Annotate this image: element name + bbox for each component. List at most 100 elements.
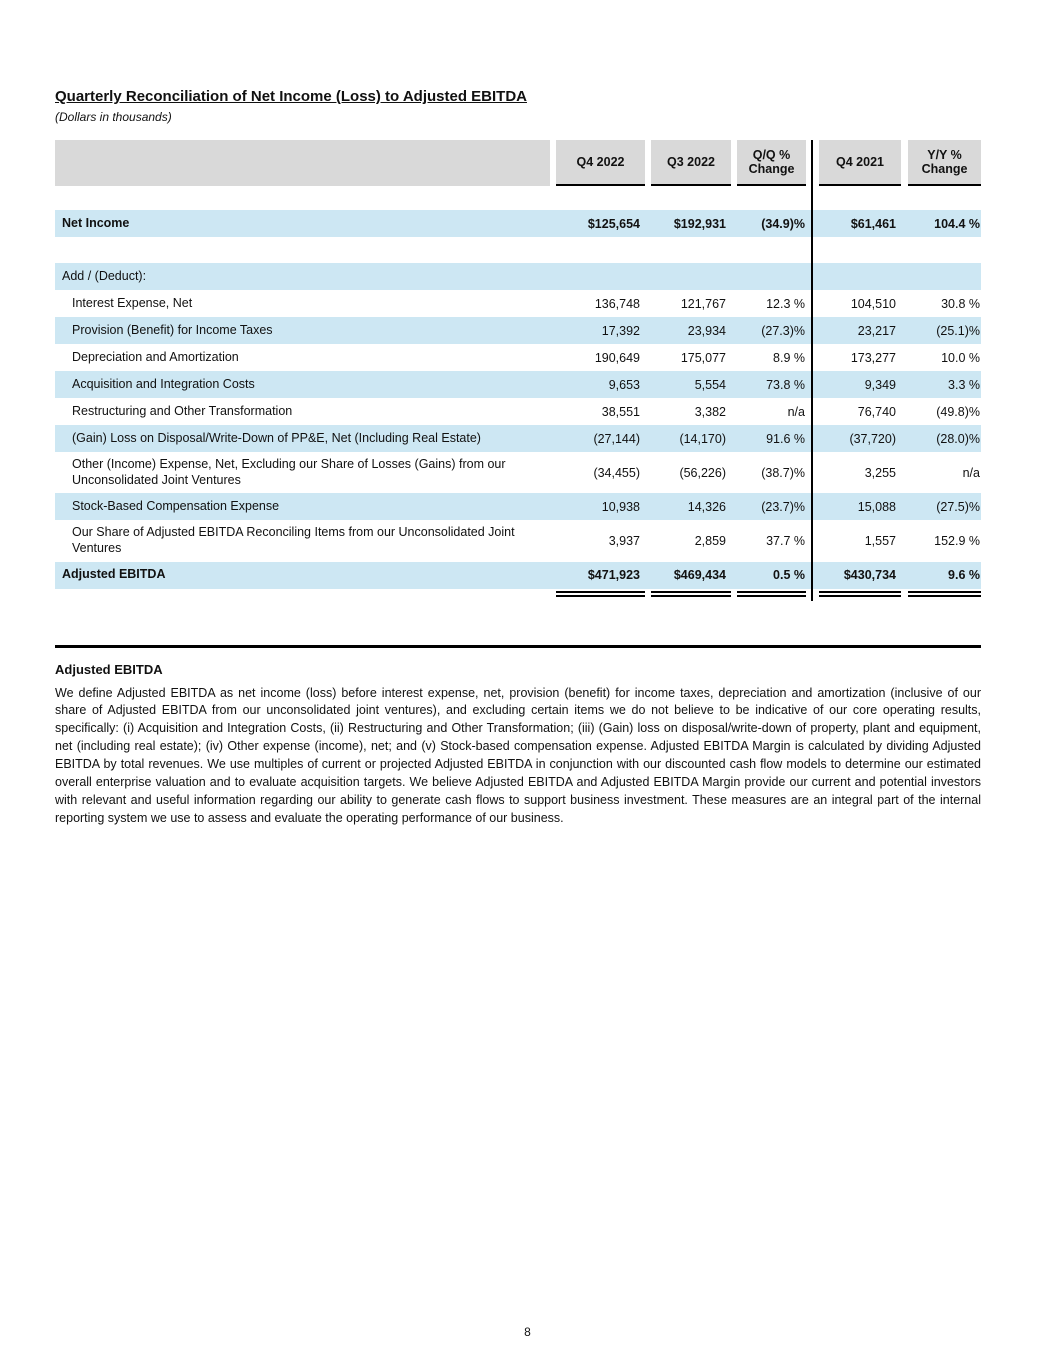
row-label: Other (Income) Expense, Net, Excluding o… xyxy=(72,457,506,487)
cell-qq-change: 0.5 % xyxy=(773,568,805,582)
cell-q4-2021: 3,255 xyxy=(864,465,896,480)
row-label: Restructuring and Other Transformation xyxy=(72,403,293,418)
row-label: Add / (Deduct): xyxy=(62,268,147,283)
reconciliation-table: Q4 2022 Q3 2022 Q/Q % Change Q4 2021 Y/Y… xyxy=(55,140,981,601)
cell-q4-2021: $61,461 xyxy=(850,216,896,231)
page-content: Quarterly Reconciliation of Net Income (… xyxy=(55,0,981,828)
cell-yy-change: 10.0 % xyxy=(941,350,980,365)
cell-q4-2021: 173,277 xyxy=(850,350,896,365)
cell-yy-change: 3.3 % xyxy=(948,377,980,392)
cell-q4-2021: 76,740 xyxy=(857,404,896,419)
header-q3-2022: Q3 2022 xyxy=(651,140,731,186)
page-title: Quarterly Reconciliation of Net Income (… xyxy=(55,88,527,105)
cell-qq-change: 73.8 % xyxy=(766,377,805,392)
cell-qq-change: 91.6 % xyxy=(766,431,805,446)
header-qq-change: Q/Q % Change xyxy=(737,140,806,186)
double-rule-segment xyxy=(737,590,806,597)
cell-q3-2022: $469,434 xyxy=(673,568,726,582)
table-row-income-taxes: Provision (Benefit) for Income Taxes 17,… xyxy=(55,317,981,344)
cell-q3-2022: 175,077 xyxy=(680,350,726,365)
cell-q4-2022: (27,144) xyxy=(593,431,640,446)
table-row-add-deduct: Add / (Deduct): xyxy=(55,263,981,290)
cell-yy-change: (27.5)% xyxy=(936,499,980,514)
row-label: Depreciation and Amortization xyxy=(72,349,239,364)
row-label: Interest Expense, Net xyxy=(72,295,193,310)
cell-q4-2022: 17,392 xyxy=(601,323,640,338)
cell-qq-change: (38.7)% xyxy=(761,465,805,480)
cell-yy-change: 9.6 % xyxy=(948,568,980,582)
cell-q4-2021: (37,720) xyxy=(849,431,896,446)
page-number: 8 xyxy=(524,1325,531,1339)
double-rule-segment xyxy=(908,590,981,597)
cell-q3-2022: 23,934 xyxy=(687,323,726,338)
header-q4-2022: Q4 2022 xyxy=(556,140,645,186)
cell-yy-change: n/a xyxy=(962,465,980,480)
cell-qq-change: (34.9)% xyxy=(761,216,805,231)
double-rule-segment xyxy=(651,590,731,597)
row-label: Stock-Based Compensation Expense xyxy=(72,498,280,513)
page-subtitle: (Dollars in thousands) xyxy=(55,110,172,124)
double-rule-spacer xyxy=(55,591,550,601)
cell-q4-2022: 136,748 xyxy=(594,296,640,311)
table-row-gain-loss-disposal: (Gain) Loss on Disposal/Write-Down of PP… xyxy=(55,425,981,452)
cell-q3-2022: (56,226) xyxy=(679,465,726,480)
table-row-depreciation-amortization: Depreciation and Amortization 190,649 17… xyxy=(55,344,981,371)
row-label: Adjusted EBITDA xyxy=(62,567,166,582)
row-label: Acquisition and Integration Costs xyxy=(72,376,255,391)
cell-q4-2022: $471,923 xyxy=(587,568,640,582)
cell-q4-2022: 38,551 xyxy=(601,404,640,419)
table-row-other-income-expense: Other (Income) Expense, Net, Excluding o… xyxy=(55,452,981,493)
cell-q3-2022: 14,326 xyxy=(687,499,726,514)
cell-q4-2021: 9,349 xyxy=(864,377,896,392)
header-label-column xyxy=(55,140,550,186)
spacer-row xyxy=(55,186,981,210)
section-heading: Adjusted EBITDA xyxy=(55,661,163,677)
cell-yy-change: (25.1)% xyxy=(936,323,980,338)
table-row-net-income: Net Income $125,654 $192,931 (34.9)% $61… xyxy=(55,210,981,237)
row-label: Net Income xyxy=(62,215,130,230)
cell-yy-change: 30.8 % xyxy=(941,296,980,311)
cell-q3-2022: $192,931 xyxy=(673,216,726,231)
cell-q4-2022: 10,938 xyxy=(601,499,640,514)
cell-q3-2022: 2,859 xyxy=(694,533,726,548)
table-row-acquisition-integration: Acquisition and Integration Costs 9,653 … xyxy=(55,371,981,398)
table-row-adjusted-ebitda: Adjusted EBITDA $471,923 $469,434 0.5 % … xyxy=(55,561,981,589)
cell-q4-2022: 9,653 xyxy=(608,377,640,392)
spacer-row xyxy=(55,237,981,263)
row-label: (Gain) Loss on Disposal/Write-Down of PP… xyxy=(72,430,481,445)
cell-yy-change: (49.8)% xyxy=(936,404,980,419)
column-divider-line xyxy=(811,140,813,601)
cell-q4-2021: 23,217 xyxy=(857,323,896,338)
cell-q3-2022: 5,554 xyxy=(694,377,726,392)
table-row-restructuring: Restructuring and Other Transformation 3… xyxy=(55,398,981,425)
row-label: Provision (Benefit) for Income Taxes xyxy=(72,322,273,337)
cell-qq-change: n/a xyxy=(787,404,805,419)
double-rule-row xyxy=(55,590,981,601)
cell-q4-2022: $125,654 xyxy=(587,216,640,231)
cell-qq-change: (23.7)% xyxy=(761,499,805,514)
cell-qq-change: 8.9 % xyxy=(773,350,805,365)
cell-qq-change: (27.3)% xyxy=(761,323,805,338)
cell-yy-change: 152.9 % xyxy=(934,533,980,548)
cell-qq-change: 12.3 % xyxy=(766,296,805,311)
header-yy-change: Y/Y % Change xyxy=(908,140,981,186)
cell-q3-2022: 3,382 xyxy=(694,404,726,419)
cell-q4-2022: 190,649 xyxy=(594,350,640,365)
cell-q3-2022: 121,767 xyxy=(680,296,726,311)
double-rule-segment xyxy=(819,590,901,597)
cell-q4-2022: 3,937 xyxy=(608,533,640,548)
row-label: Our Share of Adjusted EBITDA Reconciling… xyxy=(72,525,515,555)
cell-q4-2021: 15,088 xyxy=(857,499,896,514)
table-header-row: Q4 2022 Q3 2022 Q/Q % Change Q4 2021 Y/Y… xyxy=(55,140,981,186)
table-row-interest-expense: Interest Expense, Net 136,748 121,767 12… xyxy=(55,290,981,317)
header-q4-2021: Q4 2021 xyxy=(819,140,901,186)
cell-q4-2022: (34,455) xyxy=(593,465,640,480)
cell-q4-2021: 1,557 xyxy=(864,533,896,548)
cell-yy-change: (28.0)% xyxy=(936,431,980,446)
cell-q4-2021: $430,734 xyxy=(843,568,896,582)
table-row-stock-comp: Stock-Based Compensation Expense 10,938 … xyxy=(55,493,981,521)
cell-qq-change: 37.7 % xyxy=(766,533,805,548)
double-rule-segment xyxy=(556,590,645,597)
cell-yy-change: 104.4 % xyxy=(934,216,980,231)
section-divider-rule xyxy=(55,644,981,648)
